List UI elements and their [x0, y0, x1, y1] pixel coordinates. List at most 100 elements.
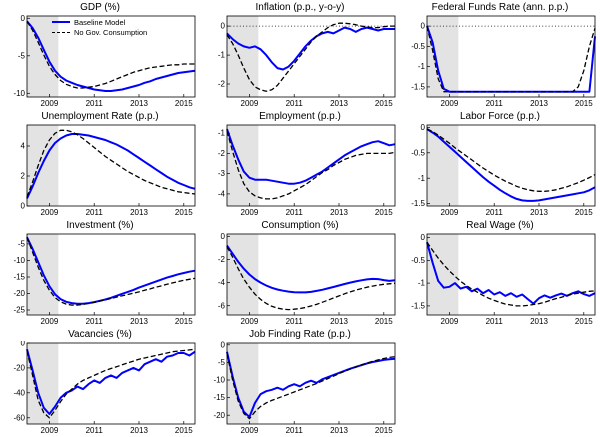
legend: Baseline Model No Gov. Consumption	[52, 17, 147, 37]
y-tick-label: -5	[18, 51, 26, 60]
chart-inflation: Inflation (p.p., y-o-y) 2009 2011 2013 2015…	[200, 0, 400, 109]
y-tick-label: -10	[213, 376, 225, 385]
x-tick-label: 2015	[375, 317, 393, 326]
x-tick-label: 2009	[41, 426, 59, 435]
legend-label: No Gov. Consumption	[74, 27, 148, 37]
y-tick-label: -1.5	[411, 302, 425, 311]
series-baseline-line	[26, 20, 196, 92]
y-tick-label: -1.5	[411, 83, 425, 92]
chart-plot: 2009 2011 2013 2015 0 -0.5 -1 -1.5	[411, 15, 596, 108]
series-baseline-line	[226, 26, 395, 71]
chart-plot: 2009 2011 2013 2015 0 2 4	[21, 124, 196, 217]
x-tick-label: 2013	[330, 426, 348, 435]
series-no-gov-consumption-line	[26, 348, 196, 419]
series-no-gov-consumption-line	[426, 241, 596, 307]
x-tick-label: 2009	[41, 317, 59, 326]
y-tick-label: -25	[13, 306, 25, 315]
x-tick-label: 2009	[441, 317, 459, 326]
solid-line-sample-icon	[52, 21, 70, 23]
y-tick-label: -4	[218, 278, 226, 287]
y-tick-label: -10	[13, 256, 25, 265]
y-tick-label: -5	[218, 358, 226, 367]
chart-title: Consumption (%)	[261, 220, 339, 231]
series-baseline-line	[226, 245, 396, 294]
x-tick-label: 2011	[286, 317, 304, 326]
legend-entry: No Gov. Consumption	[52, 27, 147, 37]
chart-title: Unemployment Rate (p.p.)	[41, 111, 159, 122]
x-tick-label: 2015	[375, 426, 393, 435]
chart-title: GDP (%)	[80, 2, 120, 13]
x-tick-label: 2015	[575, 317, 593, 326]
x-tick-label: 2013	[130, 99, 148, 108]
dashed-line-sample-icon	[52, 31, 70, 33]
y-tick-label: -4	[218, 190, 226, 199]
y-tick-label: 0	[21, 341, 26, 348]
x-tick-label: 2013	[530, 99, 548, 108]
y-tick-label: -20	[213, 411, 225, 420]
plot-box	[426, 15, 596, 98]
chart-title: Inflation (p.p., y-o-y)	[255, 2, 345, 13]
legend-entry: Baseline Model	[52, 17, 147, 27]
chart-title: Employment (p.p.)	[259, 111, 341, 122]
y-tick-label: -5	[18, 240, 26, 249]
series-no-gov-consumption-line	[426, 25, 596, 93]
series-baseline-line	[26, 133, 196, 199]
series-no-gov-consumption-line	[26, 129, 196, 198]
y-tick-label: -20	[13, 364, 25, 373]
x-tick-label: 2015	[375, 99, 393, 108]
chart-vacancies: Vacancies (%) 2009 2011 2013 2015 0 -20 -40 -60	[0, 327, 200, 436]
plot-box	[226, 342, 396, 425]
series-baseline-line	[226, 351, 396, 418]
recession-band	[227, 234, 259, 315]
chart-title: Federal Funds Rate (ann. p.p.)	[431, 2, 569, 13]
recession-band	[427, 125, 459, 206]
y-tick-label: -20	[13, 289, 25, 298]
x-tick-label: 2011	[86, 99, 104, 108]
y-tick-label: -40	[13, 388, 25, 397]
x-tick-label: 2011	[86, 208, 104, 217]
x-tick-label: 2015	[175, 317, 193, 326]
x-tick-label: 2009	[441, 208, 459, 217]
series-no-gov-consumption-line	[26, 237, 196, 306]
x-tick-label: 2013	[530, 317, 548, 326]
x-tick-label: 2011	[486, 208, 504, 217]
x-tick-label: 2011	[286, 426, 304, 435]
x-tick-label: 2013	[130, 317, 148, 326]
chart-federal-funds-rate: Federal Funds Rate (ann. p.p.) 2009 2011 2…	[400, 0, 600, 109]
plot-box	[426, 124, 596, 207]
y-tick-label: -15	[213, 393, 225, 402]
series-no-gov-consumption-line	[26, 20, 195, 89]
y-tick-label: 0	[421, 233, 426, 242]
y-tick-label: 0	[21, 14, 26, 23]
chart-plot: 2009 2011 2013 2015 0 -2 -4 -6	[218, 232, 396, 326]
plot-box	[26, 342, 196, 425]
chart-plot: 2009 2011 2013 2015 0 -0.5 -1 -1.5	[411, 123, 596, 217]
y-tick-label: -2	[218, 80, 226, 89]
y-tick-label: -0.5	[411, 256, 425, 265]
x-tick-label: 2009	[241, 317, 259, 326]
chart-plot: 2009 2011 2013 2015 0 -0.5 -1 -1.5	[411, 233, 596, 326]
y-tick-label: -10	[13, 89, 25, 98]
x-tick-label: 2013	[130, 208, 148, 217]
x-tick-label: 2009	[241, 208, 259, 217]
series-baseline-line	[26, 236, 196, 305]
y-tick-label: -0.5	[411, 148, 425, 157]
x-tick-label: 2009	[41, 208, 59, 217]
y-tick-label: -1	[218, 51, 226, 60]
x-tick-label: 2011	[86, 426, 104, 435]
chart-plot: 2009 2011 2013 2015 0 -5 -10	[13, 14, 196, 108]
x-tick-label: 2011	[486, 317, 504, 326]
chart-job-finding-rate: Job Finding Rate (p.p.) 2009 2011 2013 2015…	[200, 327, 400, 436]
y-tick-label: 4	[21, 142, 26, 151]
plot-box	[26, 15, 196, 98]
chart-plot: 2009 2011 2013 2015 0 -1 -2	[218, 15, 396, 108]
series-baseline-line	[226, 128, 396, 185]
series-no-gov-consumption-line	[226, 22, 395, 92]
x-tick-label: 2013	[330, 208, 348, 217]
y-tick-label: 2	[21, 172, 26, 181]
chart-investment: Investment (%) 2009 2011 2013 2015 -5 -10 -15 -…	[0, 218, 200, 327]
y-tick-label: -0.5	[411, 42, 425, 51]
chart-title: Real Wage (%)	[466, 220, 534, 231]
plot-box	[226, 233, 396, 316]
chart-unemployment-rate: Unemployment Rate (p.p.) 2009 2011 2013 201…	[0, 109, 200, 218]
